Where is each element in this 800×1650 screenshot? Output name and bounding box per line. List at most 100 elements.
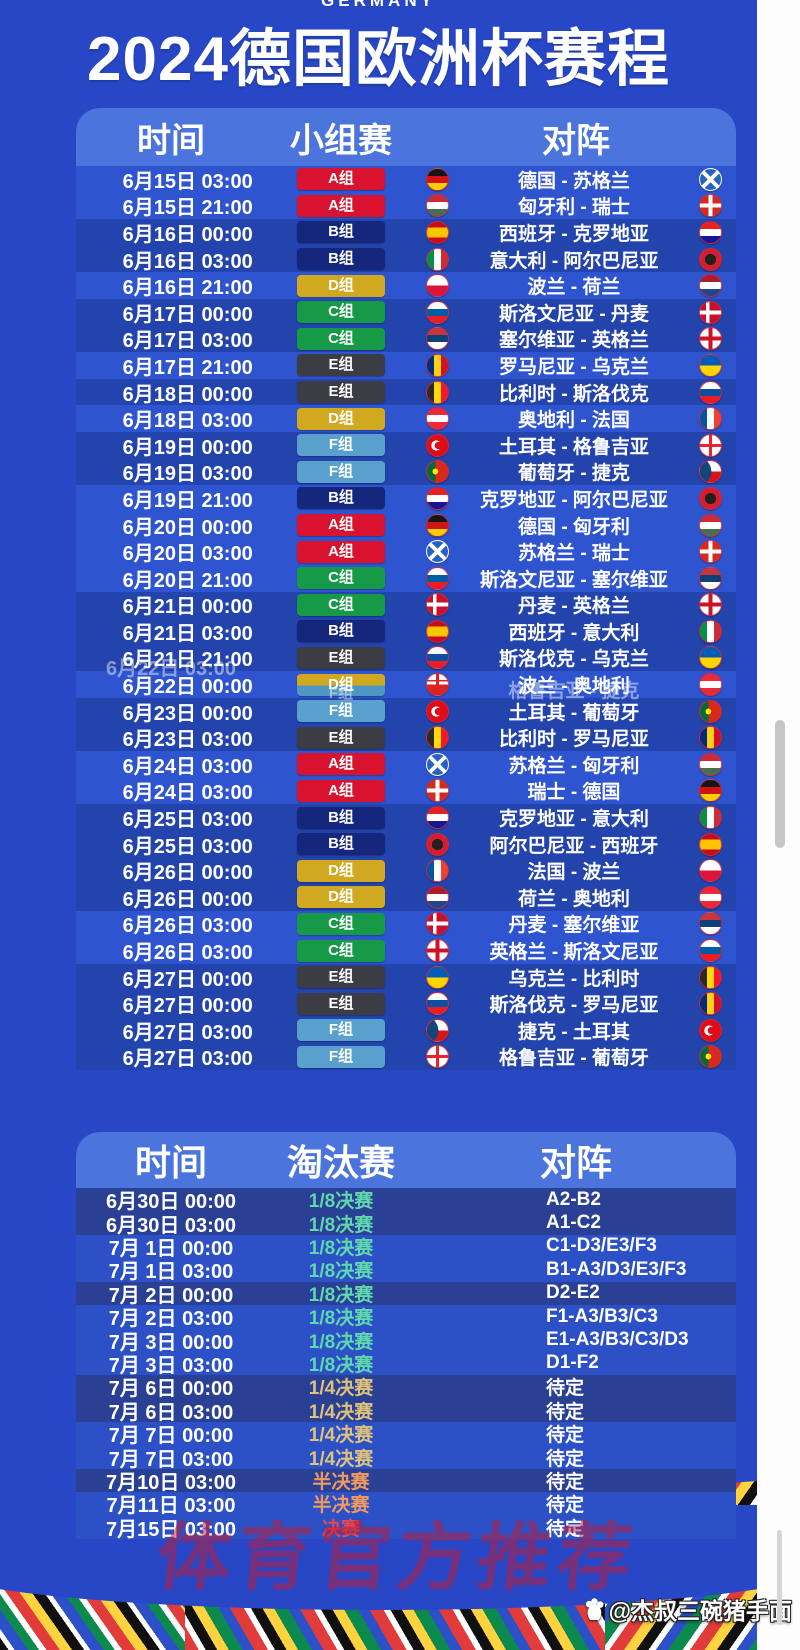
flag-croatia-icon (699, 220, 722, 244)
knockout-match-row: 7月 1日 03:00 1/8决赛 B1-A3/D3/E3/F3 (76, 1258, 736, 1284)
group-cell: A组 (266, 194, 416, 217)
matchup-label: 德国 - 匈牙利 (518, 516, 630, 538)
group-badge: E组 (297, 966, 385, 989)
group-match-row: 6月17日 03:00 C组 塞尔维亚 - 英格兰 (76, 325, 736, 352)
flag-germany-icon (699, 779, 722, 803)
matchup-label: 奥地利 - 法国 (518, 410, 630, 432)
scrollbar-thumb-secondary[interactable] (777, 1530, 782, 1625)
knockout-rows: 6月30日 00:00 1/8决赛 A2-B2 6月30日 03:00 1/8决… (76, 1188, 736, 1541)
knockout-match-row: 7月 2日 03:00 1/8决赛 F1-A3/B3/C3 (76, 1304, 736, 1330)
match-time: 7月 7日 00:00 (108, 1425, 234, 1448)
matchup-label: 匈牙利 - 瑞士 (518, 197, 630, 219)
matchup-label: 土耳其 - 葡萄牙 (508, 702, 640, 724)
matchup-label: 波兰 - 奥地利 格鲁吉亚 - 捷克 (455, 671, 693, 702)
matchup-label: 格鲁吉亚 - 葡萄牙 (499, 1048, 649, 1070)
flag-denmark-icon (426, 593, 449, 617)
match-time: 7月 1日 03:00 (108, 1261, 234, 1284)
matchup-cell: 瑞士 - 德国 (416, 777, 736, 804)
matchup-cell: 西班牙 - 克罗地亚 (416, 219, 736, 246)
knockout-match-row: 7月 6日 03:00 1/4决赛 待定 (76, 1398, 736, 1424)
flag-england-icon (699, 327, 722, 351)
match-time: 6月19日 03:00 (122, 463, 253, 486)
group-match-row: 6月21日 03:00 B组 西班牙 - 意大利 (76, 618, 736, 645)
flag-albania-icon (699, 486, 722, 510)
match-time: 6月30日 00:00 (105, 1191, 237, 1214)
group-cell: B组 (266, 833, 416, 856)
matchup-cell: 苏格兰 - 匈牙利 (416, 751, 736, 778)
matchup-cell: 丹麦 - 英格兰 (416, 591, 736, 618)
matchup-cell: 丹麦 - 塞尔维亚 (416, 910, 736, 937)
matchup-cell: 克罗地亚 - 阿尔巴尼亚 (416, 485, 736, 512)
match-time: 6月21日 03:00 (122, 622, 253, 645)
match-time: 6月23日 00:00 (122, 702, 253, 725)
group-badge: F组 (297, 434, 385, 457)
match-time: 6月20日 00:00 (122, 516, 253, 539)
round-label: 半决赛 (312, 1495, 370, 1517)
matchup-label: 阿尔巴尼亚 - 西班牙 (489, 835, 659, 857)
pairing-label: E1-A3/B3/C3/D3 (546, 1329, 689, 1351)
flag-turkey-icon (426, 433, 449, 457)
flag-italy-icon (699, 619, 722, 643)
knockout-match-row: 7月 7日 03:00 1/4决赛 待定 (76, 1445, 736, 1471)
knockout-match-row: 7月11日 03:00 半决赛 待定 (76, 1492, 736, 1517)
group-cell: B组 (266, 248, 416, 271)
round-label: 1/4决赛 (308, 1378, 374, 1400)
matchup-label: 塞尔维亚 - 英格兰 (499, 330, 649, 352)
group-badge: D组 (297, 859, 385, 882)
matchup-cell: 波兰 - 荷兰 (416, 272, 736, 299)
match-time: 6月19日 21:00 (122, 489, 253, 512)
match-time: 6月26日 00:00 (122, 862, 253, 885)
flag-serbia-icon (699, 566, 722, 590)
matchup-label: 比利时 - 罗马尼亚 (499, 729, 649, 751)
group-badge: C组 (297, 301, 385, 324)
group-badge: A组 (297, 194, 385, 217)
match-time: 7月 3日 00:00 (108, 1331, 234, 1354)
flag-france-icon (699, 407, 722, 431)
group-cell: F组 (266, 460, 416, 483)
pairing-label: 待定 (546, 1448, 585, 1470)
group-match-row: 6月27日 03:00 F组 格鲁吉亚 - 葡萄牙 (76, 1043, 736, 1070)
flag-romania-icon (699, 726, 722, 750)
flag-denmark-icon (426, 912, 449, 936)
matchup-label: 土耳其 - 格鲁吉亚 (499, 436, 649, 458)
matchup-label: 克罗地亚 - 阿尔巴尼亚 (480, 489, 668, 511)
flag-hungary-icon (426, 194, 449, 218)
group-badge: E组 (297, 646, 385, 669)
group-badge: B组 (297, 487, 385, 510)
group-match-row: 6月24日 03:00 A组 瑞士 - 德国 (76, 777, 736, 804)
group-badge: C组 (297, 327, 385, 350)
group-badge: A组 (297, 514, 385, 537)
matchup-cell: 英格兰 - 斯洛文尼亚 (416, 937, 736, 964)
group-cell: B组 (266, 806, 416, 829)
match-time: 6月17日 21:00 (122, 356, 253, 379)
flag-slovenia-icon (426, 300, 449, 324)
group-badge: B组 (297, 620, 385, 643)
flag-belgium-icon (426, 726, 449, 750)
flag-croatia-icon (426, 806, 449, 830)
red-watermark: 体育官方推荐 (152, 1515, 642, 1601)
match-time: 7月 2日 00:00 (108, 1284, 234, 1307)
match-time: 6月19日 00:00 (122, 436, 253, 459)
scrollbar-thumb[interactable] (775, 720, 785, 848)
flag-slovenia-icon (699, 939, 722, 963)
knockout-match-row: 6月30日 00:00 1/8决赛 A2-B2 (76, 1188, 736, 1214)
group-cell: B组 (266, 487, 416, 510)
match-time: 6月25日 03:00 (122, 809, 253, 832)
flag-scotland-icon (426, 752, 449, 776)
matchup-cell: 捷克 - 土耳其 (416, 1017, 736, 1044)
group-badge: C组 (297, 593, 385, 616)
group-badge: F组 (297, 700, 385, 723)
pairing-label: B1-A3/D3/E3/F3 (546, 1258, 687, 1280)
group-badge: F组 (297, 1019, 385, 1042)
group-match-row: 6月20日 21:00 C组 斯洛文尼亚 - 塞尔维亚 (76, 564, 736, 592)
group-cell: A组 (266, 779, 416, 802)
matchup-label: 瑞士 - 德国 (527, 782, 621, 804)
flag-slovakia-icon (426, 646, 449, 670)
match-time: 6月21日 21:00 (122, 649, 253, 672)
flag-netherlands-icon (426, 885, 449, 909)
flag-switzerland-icon (426, 779, 449, 803)
flag-portugal-icon (699, 1045, 722, 1069)
flag-scotland-icon (426, 540, 449, 564)
round-label: 决赛 (321, 1518, 360, 1540)
matchup-label: 斯洛伐克 - 罗马尼亚 (489, 995, 659, 1017)
